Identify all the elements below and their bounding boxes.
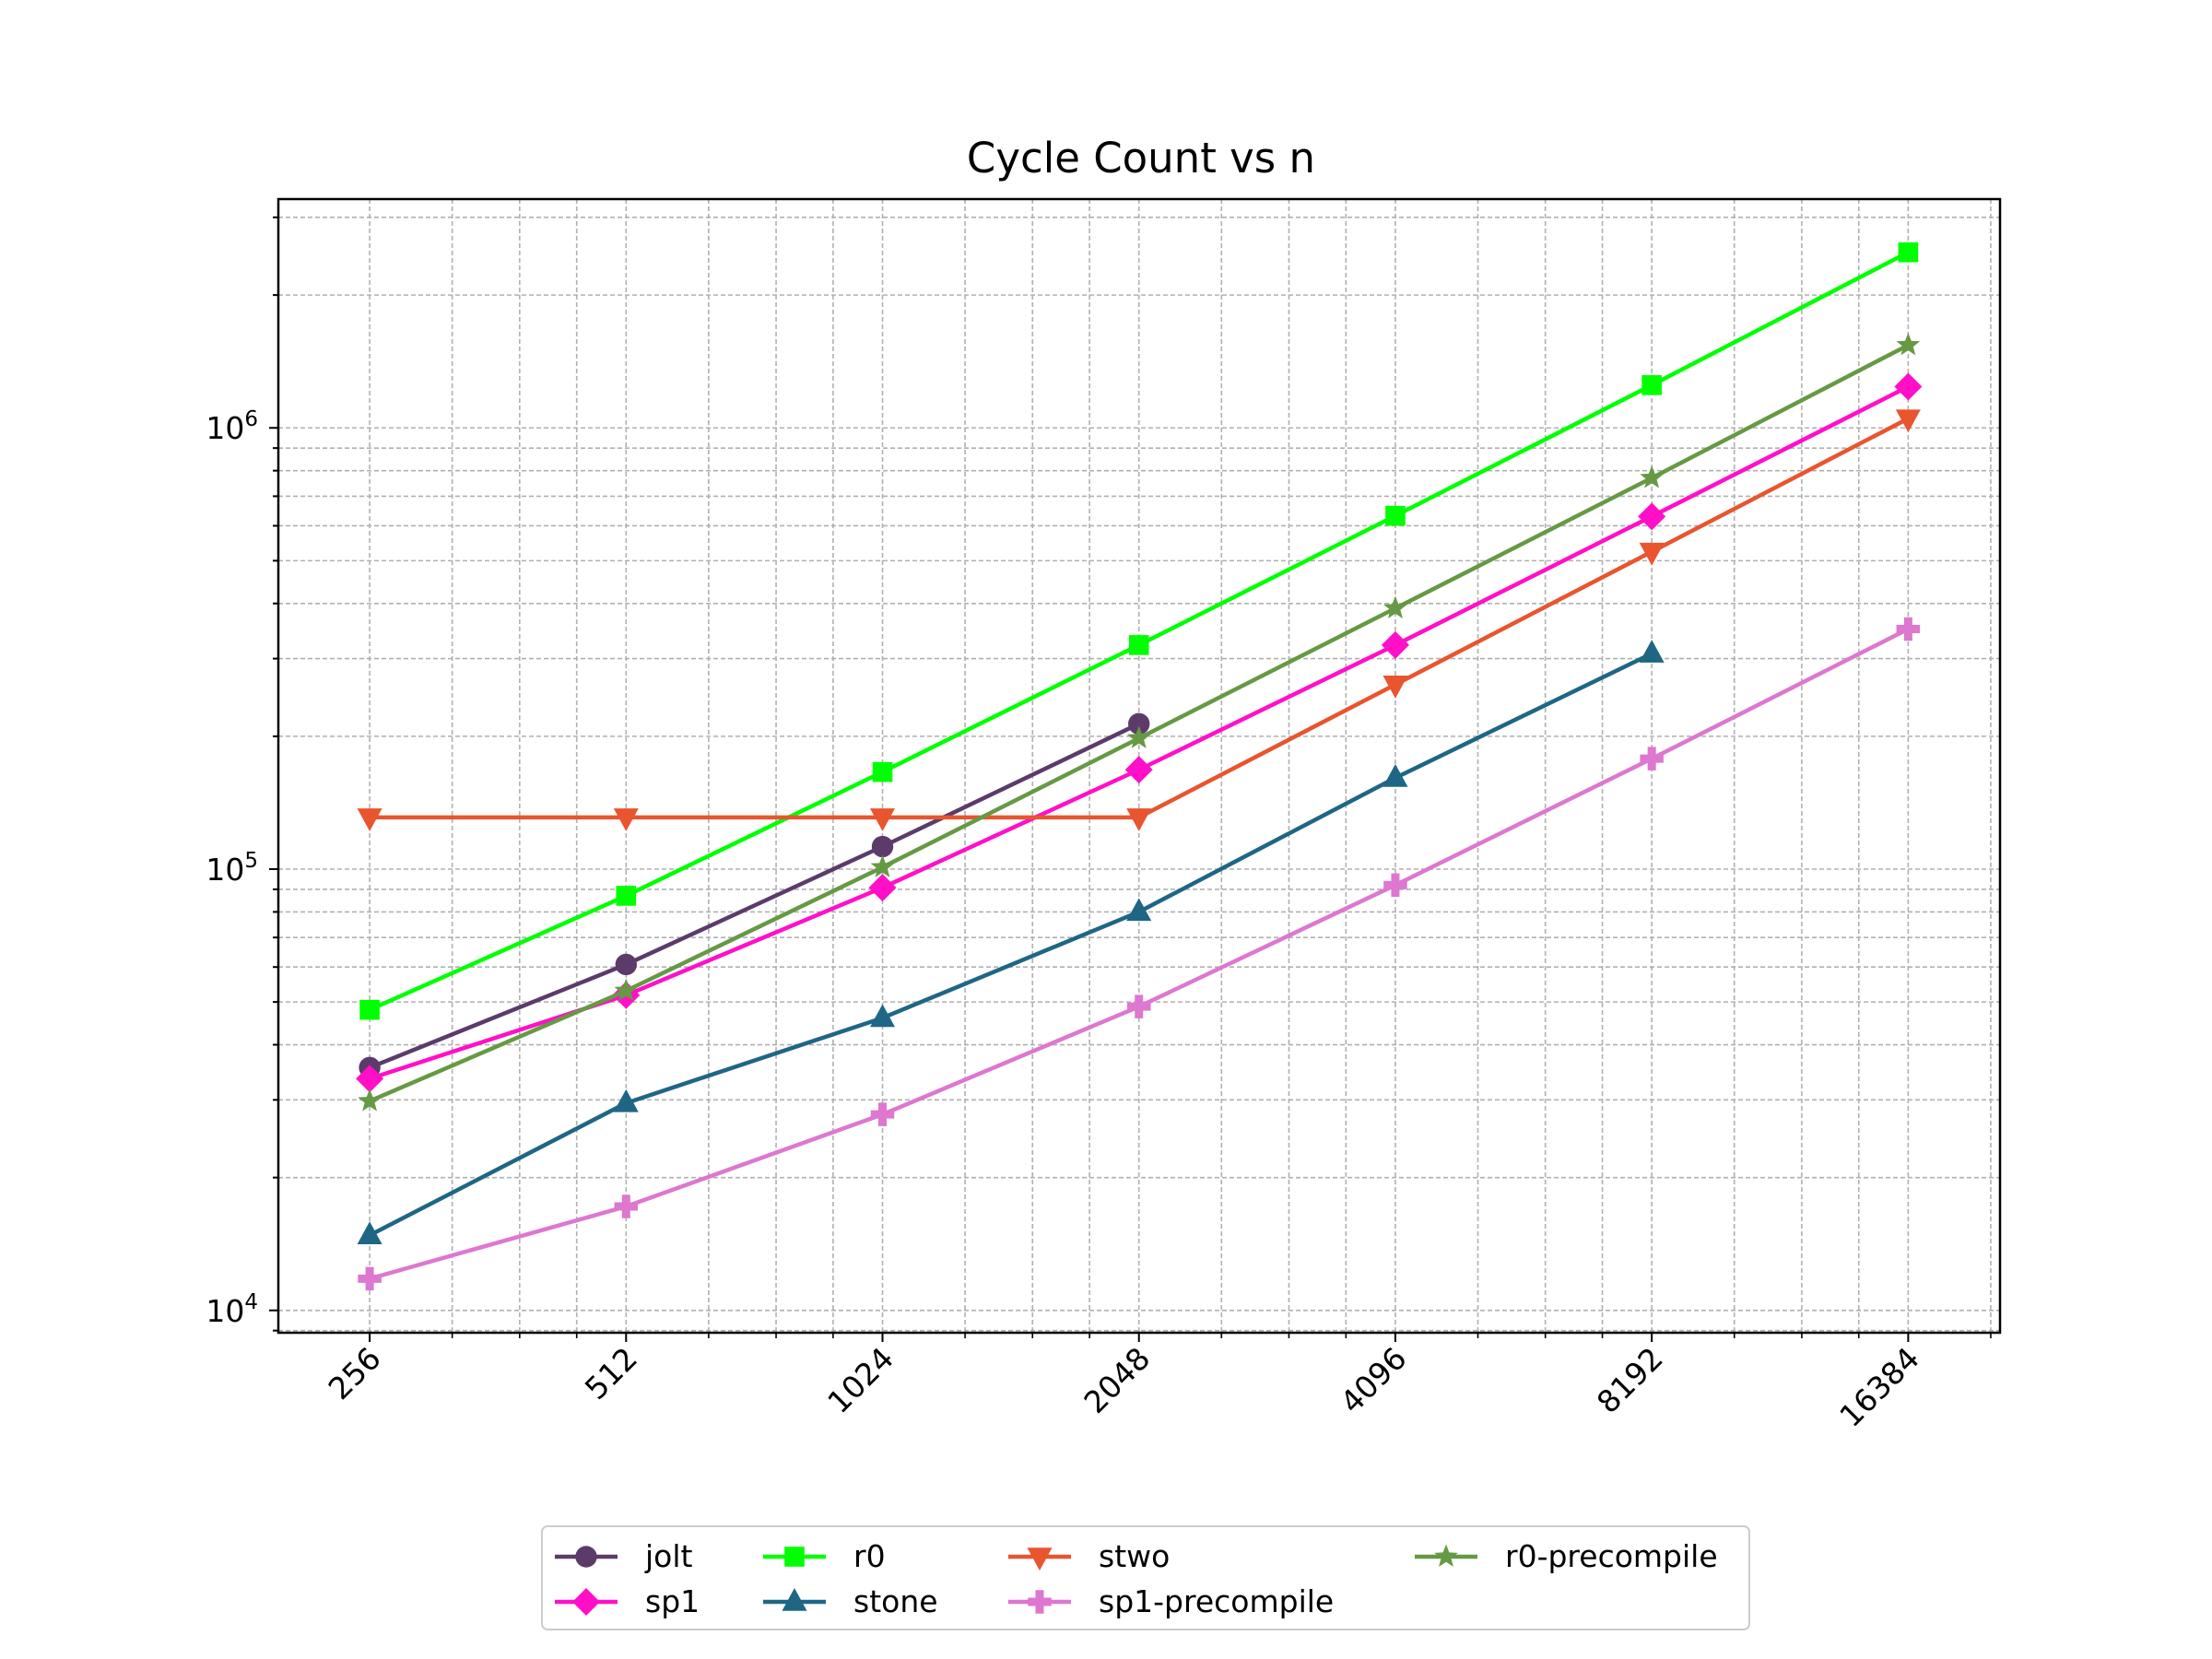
- data-point: [1126, 994, 1151, 1018]
- data-point: [1128, 712, 1150, 735]
- data-point: [613, 1088, 639, 1112]
- series-layer: [356, 241, 1923, 1291]
- data-point: [870, 1102, 895, 1126]
- data-point: [1028, 1590, 1052, 1614]
- y-tick-label: 105: [206, 849, 258, 888]
- data-point: [1641, 375, 1662, 395]
- data-point: [1027, 1547, 1053, 1571]
- data-point: [1128, 635, 1149, 655]
- data-point: [1383, 595, 1407, 618]
- y-tick-label: 106: [206, 407, 258, 446]
- series-line: [369, 722, 1140, 1070]
- data-point: [868, 874, 897, 902]
- data-point: [1898, 241, 1919, 263]
- legend-item-stone: stone: [763, 1583, 938, 1619]
- data-point: [1639, 542, 1665, 566]
- legend-label: stwo: [1099, 1538, 1170, 1574]
- x-tick-label: 1024: [820, 1340, 900, 1420]
- data-point: [613, 808, 639, 831]
- legend-label: jolt: [644, 1538, 693, 1574]
- data-point: [358, 1088, 382, 1112]
- legend-item-jolt: jolt: [555, 1538, 693, 1574]
- data-point: [359, 999, 380, 1020]
- legend-item-r0: r0: [763, 1538, 886, 1574]
- chart-title: Cycle Count vs n: [967, 134, 1315, 182]
- data-point: [1383, 873, 1407, 898]
- data-point: [1639, 640, 1665, 663]
- data-point: [782, 1588, 807, 1611]
- data-point: [616, 886, 637, 906]
- data-point: [870, 854, 895, 877]
- data-point: [870, 808, 896, 831]
- series-r0: [359, 241, 1919, 1020]
- data-point: [872, 761, 893, 782]
- data-point: [615, 953, 637, 976]
- data-point: [1126, 725, 1151, 748]
- legend-label: r0-precompile: [1505, 1538, 1718, 1574]
- data-point: [1896, 332, 1921, 356]
- data-point: [1385, 505, 1406, 526]
- data-point: [1434, 1544, 1458, 1567]
- data-point: [1382, 763, 1408, 787]
- series-jolt: [359, 712, 1150, 1079]
- x-tick-label: 256: [322, 1340, 388, 1406]
- data-point: [1640, 465, 1664, 488]
- data-point: [1381, 630, 1409, 659]
- data-point: [575, 1546, 597, 1568]
- data-point: [357, 1221, 382, 1245]
- x-tick-label: 2048: [1077, 1340, 1157, 1420]
- data-point: [358, 1266, 382, 1291]
- data-point: [357, 808, 382, 831]
- legend: jolt sp1 r0 stone stwo sp1-precompile r0-preco…: [541, 1525, 1750, 1630]
- legend-item-sp1-precompile: sp1-precompile: [1008, 1583, 1334, 1619]
- legend-item-sp1: sp1: [555, 1583, 700, 1619]
- data-point: [1126, 898, 1152, 922]
- data-point: [1895, 409, 1921, 433]
- x-tick-label: 4096: [1334, 1340, 1414, 1420]
- legend-label: sp1-precompile: [1099, 1583, 1334, 1619]
- legend-label: sp1: [645, 1583, 700, 1619]
- data-point: [1896, 617, 1921, 641]
- data-point: [572, 1588, 600, 1616]
- data-point: [356, 1065, 384, 1093]
- data-point: [784, 1547, 805, 1567]
- data-point: [1638, 502, 1666, 531]
- series-line: [369, 652, 1653, 1238]
- data-point: [1640, 747, 1664, 771]
- y-tick-label: 104: [206, 1290, 258, 1329]
- x-tick-label: 512: [578, 1340, 644, 1406]
- data-point: [871, 835, 894, 858]
- legend-label: r0: [853, 1538, 886, 1574]
- series-stone: [357, 640, 1665, 1245]
- data-point: [1126, 808, 1152, 831]
- x-tick-label: 8192: [1590, 1340, 1670, 1420]
- data-point: [1124, 756, 1153, 784]
- data-point: [614, 1194, 639, 1218]
- data-point: [1382, 675, 1408, 699]
- grid: [278, 199, 2000, 1333]
- series-stwo: [357, 409, 1921, 831]
- data-point: [870, 1004, 896, 1028]
- x-tick-label: 16384: [1832, 1340, 1926, 1434]
- series-sp1-precompile: [358, 617, 1921, 1291]
- legend-item-r0-precompile: r0-precompile: [1415, 1538, 1718, 1574]
- data-point: [1894, 372, 1923, 401]
- legend-item-stwo: stwo: [1008, 1538, 1170, 1574]
- data-point: [614, 978, 639, 1001]
- series-r0-precompile: [358, 332, 1921, 1112]
- legend-label: stone: [853, 1583, 938, 1619]
